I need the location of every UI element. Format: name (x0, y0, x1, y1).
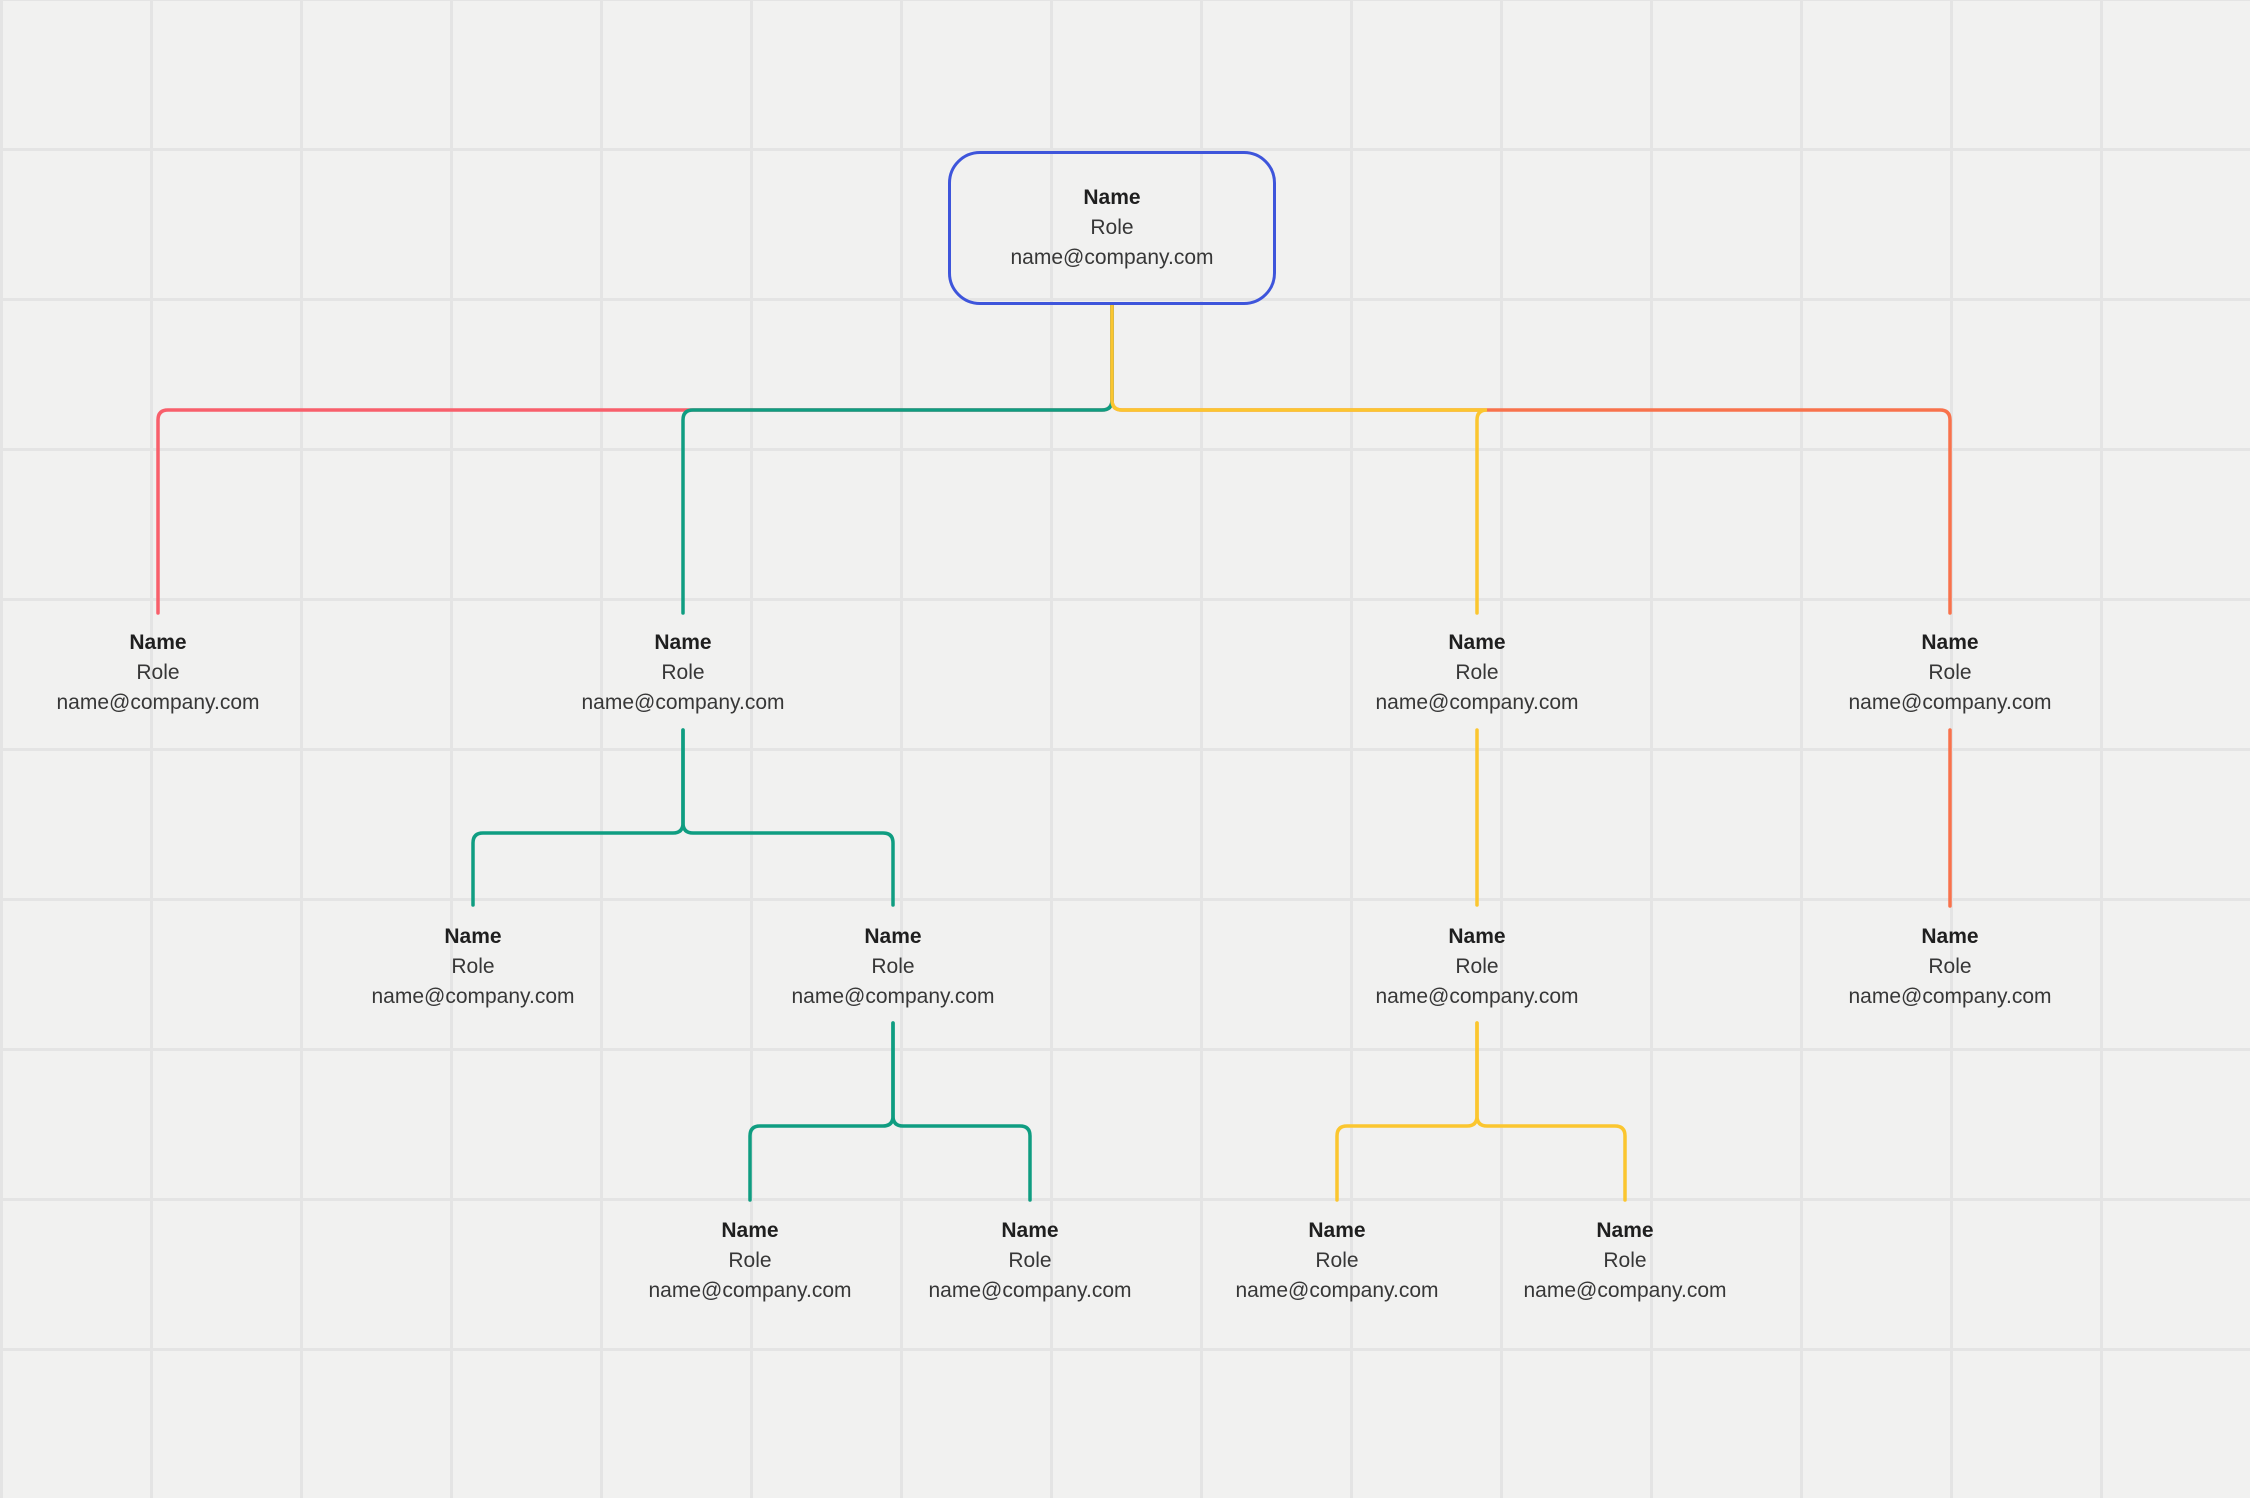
node-name: Name (129, 631, 187, 654)
org-node-l3-c1[interactable]: Name Role name@company.com (1307, 922, 1647, 1012)
connector-l3-c1-to-l4-c1b (1475, 1021, 1627, 1202)
node-email: name@company.com (928, 1279, 1132, 1302)
node-role: Role (1315, 1249, 1359, 1272)
node-name: Name (1448, 631, 1506, 654)
org-node-l4-b2a[interactable]: Name Role name@company.com (580, 1216, 920, 1306)
connector-l3-b2-to-l4-b2a (748, 1021, 895, 1202)
node-role: Role (1455, 661, 1499, 684)
node-email: name@company.com (1375, 985, 1579, 1008)
node-email: name@company.com (1375, 691, 1579, 714)
node-name: Name (654, 631, 712, 654)
node-name: Name (1001, 1219, 1059, 1242)
node-email: name@company.com (648, 1279, 852, 1302)
node-email: name@company.com (581, 691, 785, 714)
connector-root-to-l2-a (156, 303, 1114, 615)
org-node-l3-d1[interactable]: Name Role name@company.com (1780, 922, 2120, 1012)
node-email: name@company.com (791, 985, 995, 1008)
connector-l2-b-to-l3-b2 (681, 728, 895, 907)
node-email: name@company.com (1235, 1279, 1439, 1302)
node-name: Name (1921, 631, 1979, 654)
node-email: name@company.com (1848, 691, 2052, 714)
node-name: Name (444, 925, 502, 948)
node-name: Name (721, 1219, 779, 1242)
connector-root-to-l2-c (1110, 303, 1488, 615)
node-role: Role (1008, 1249, 1052, 1272)
node-role: Role (1928, 955, 1972, 978)
node-email: name@company.com (1010, 246, 1214, 269)
node-role: Role (1603, 1249, 1647, 1272)
node-name: Name (1083, 186, 1141, 209)
node-name: Name (864, 925, 922, 948)
org-node-l4-b2b[interactable]: Name Role name@company.com (860, 1216, 1200, 1306)
org-node-l4-c1b[interactable]: Name Role name@company.com (1455, 1216, 1795, 1306)
connector-l3-b2-to-l4-b2b (891, 1021, 1032, 1202)
node-role: Role (661, 661, 705, 684)
node-email: name@company.com (56, 691, 260, 714)
node-name: Name (1921, 925, 1979, 948)
node-role: Role (451, 955, 495, 978)
node-role: Role (1928, 661, 1972, 684)
org-node-l3-b1[interactable]: Name Role name@company.com (303, 922, 643, 1012)
connector-l2-b-to-l3-b1 (471, 728, 685, 907)
node-role: Role (136, 661, 180, 684)
node-role: Role (1455, 955, 1499, 978)
org-node-l2-d[interactable]: Name Role name@company.com (1780, 628, 2120, 718)
node-role: Role (1090, 216, 1134, 239)
org-node-root[interactable]: Name Role name@company.com (948, 151, 1276, 305)
connector-l3-c1-to-l4-c1a (1335, 1021, 1479, 1202)
node-role: Role (728, 1249, 772, 1272)
node-email: name@company.com (1848, 985, 2052, 1008)
org-node-l2-c[interactable]: Name Role name@company.com (1307, 628, 1647, 718)
org-node-l4-c1a[interactable]: Name Role name@company.com (1167, 1216, 1507, 1306)
node-name: Name (1448, 925, 1506, 948)
node-email: name@company.com (371, 985, 575, 1008)
node-role: Role (871, 955, 915, 978)
org-node-l2-b[interactable]: Name Role name@company.com (513, 628, 853, 718)
node-name: Name (1596, 1219, 1654, 1242)
org-node-l2-a[interactable]: Name Role name@company.com (0, 628, 328, 718)
connector-root-to-l2-b (681, 303, 1114, 615)
node-email: name@company.com (1523, 1279, 1727, 1302)
org-node-l3-b2[interactable]: Name Role name@company.com (723, 922, 1063, 1012)
node-name: Name (1308, 1219, 1366, 1242)
connector-root-to-l2-d (1110, 303, 1952, 615)
